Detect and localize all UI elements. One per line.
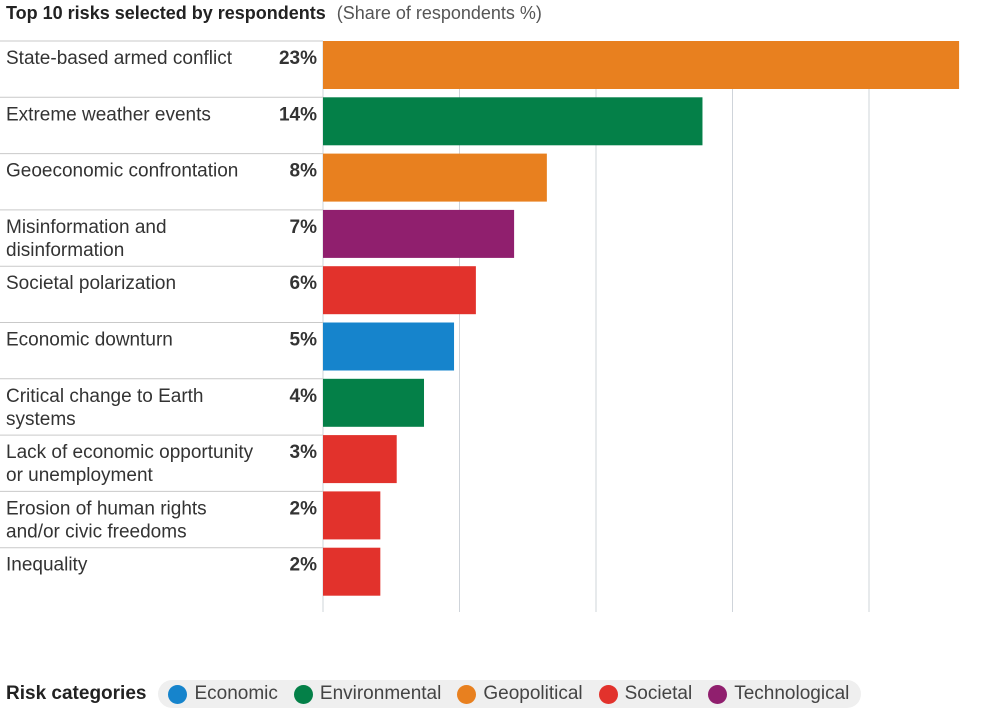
value-label: 8% xyxy=(290,161,318,182)
legend-label-societal: Societal xyxy=(624,683,693,704)
category-label-line: Geoeconomic confrontation xyxy=(6,161,238,182)
category-label-line: Lack of economic opportunity xyxy=(6,442,254,463)
legend-label-environmental: Environmental xyxy=(319,683,442,704)
chart-subtitle: (Share of respondents %) xyxy=(336,3,542,23)
legend-label-economic: Economic xyxy=(194,683,278,704)
category-label: Inequality xyxy=(6,555,88,576)
value-label: 4% xyxy=(290,386,318,407)
category-label: Societal polarization xyxy=(6,273,176,294)
bar xyxy=(323,97,703,146)
category-label-line: Societal polarization xyxy=(6,273,176,294)
legend-title: Risk categories xyxy=(6,683,147,704)
chart-title-row: Top 10 risks selected by respondents (Sh… xyxy=(6,3,542,24)
bar-chart: State-based armed conflict 23% Extreme wea… xyxy=(0,40,960,612)
category-label: Misinformation and disinformation xyxy=(6,217,167,261)
category-label-line: Misinformation and xyxy=(6,217,167,238)
bar xyxy=(323,547,381,596)
category-label-line: disinformation xyxy=(6,240,124,261)
legend-label-geopolitical: Geopolitical xyxy=(483,683,583,704)
value-label: 3% xyxy=(290,442,318,463)
legend-swatch-technological xyxy=(708,684,728,704)
category-label-line: Extreme weather events xyxy=(6,104,211,125)
value-label: 7% xyxy=(290,217,318,238)
bar xyxy=(323,209,515,258)
category-label-line: systems xyxy=(6,409,76,430)
category-label: Extreme weather events xyxy=(6,104,211,125)
category-label: Lack of economic opportunity or unemploym… xyxy=(6,442,254,486)
legend-item-environmental: Environmental xyxy=(293,683,442,705)
category-label: Economic downturn xyxy=(6,330,173,351)
bar xyxy=(323,322,455,371)
category-label-line: Inequality xyxy=(6,555,88,576)
legend-label-technological: Technological xyxy=(734,683,850,704)
category-label: Geoeconomic confrontation xyxy=(6,161,238,182)
category-label-line: or unemployment xyxy=(6,465,154,486)
value-label: 6% xyxy=(290,273,318,294)
category-label-line: State-based armed conflict xyxy=(6,48,233,69)
bar xyxy=(323,435,397,484)
bar xyxy=(323,378,425,427)
value-label: 14% xyxy=(279,104,317,125)
legend-swatch-geopolitical xyxy=(457,684,477,704)
legend-item-technological: Technological xyxy=(708,683,849,705)
category-label-line: Critical change to Earth xyxy=(6,386,204,407)
category-label: Critical change to Earth systems xyxy=(6,386,204,430)
category-label-line: Economic downturn xyxy=(6,330,173,351)
legend-item-geopolitical: Geopolitical xyxy=(457,683,583,705)
bar xyxy=(323,491,381,540)
category-label: State-based armed conflict xyxy=(6,48,233,69)
legend-swatch-economic xyxy=(168,684,188,704)
value-label: 2% xyxy=(290,498,318,519)
bar xyxy=(323,266,476,315)
legend-item-economic: Economic xyxy=(168,683,278,705)
category-label: Erosion of human rights and/or civic free… xyxy=(6,498,207,542)
legend-swatch-societal xyxy=(598,684,618,704)
category-label-line: and/or civic freedoms xyxy=(6,521,187,542)
bar xyxy=(323,41,960,89)
legend-swatch-environmental xyxy=(293,684,313,704)
category-label-line: Erosion of human rights xyxy=(6,498,207,519)
legend-item-societal: Societal xyxy=(598,683,693,705)
legend: Risk categories Economic Environmental G… xyxy=(6,675,862,713)
legend-items: Economic Environmental Geopolitical Soci… xyxy=(158,680,862,708)
bar xyxy=(323,153,547,202)
value-label: 5% xyxy=(290,330,318,351)
value-label: 23% xyxy=(279,48,317,69)
chart-title: Top 10 risks selected by respondents xyxy=(6,3,326,23)
value-label: 2% xyxy=(290,555,318,576)
